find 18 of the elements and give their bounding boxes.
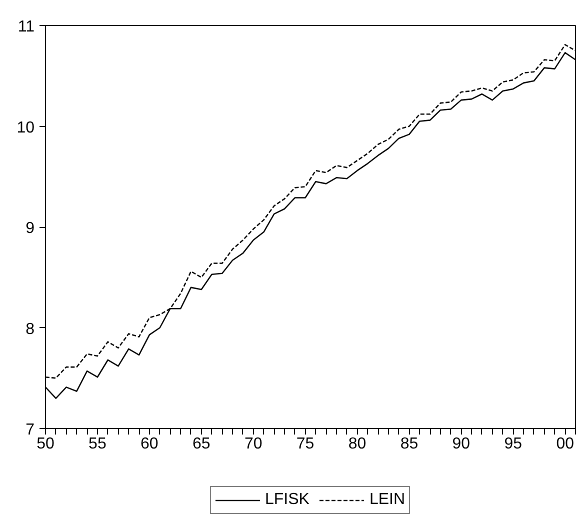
legend-label: LFISK [264, 491, 310, 509]
y-tick-label: 10 [16, 119, 35, 136]
y-tick-label: 9 [26, 220, 35, 237]
x-tick-label: 60 [140, 436, 158, 452]
y-tick-label: 8 [26, 320, 35, 338]
x-tick-label: 00 [556, 436, 574, 452]
legend-label: LEIN [369, 491, 406, 509]
x-tick-label: 50 [36, 436, 54, 452]
x-tick-label: 65 [192, 436, 210, 452]
x-tick-label: 95 [504, 436, 522, 452]
x-tick-label: 70 [244, 436, 262, 452]
x-tick-label: 90 [452, 436, 470, 452]
y-tick-label: 11 [18, 18, 35, 36]
x-tick-label: 75 [296, 436, 314, 452]
x-tick-label: 55 [88, 436, 106, 452]
y-tick-label: 7 [26, 422, 35, 438]
x-tick-label: 85 [400, 436, 418, 452]
x-tick-label: 80 [348, 436, 366, 452]
